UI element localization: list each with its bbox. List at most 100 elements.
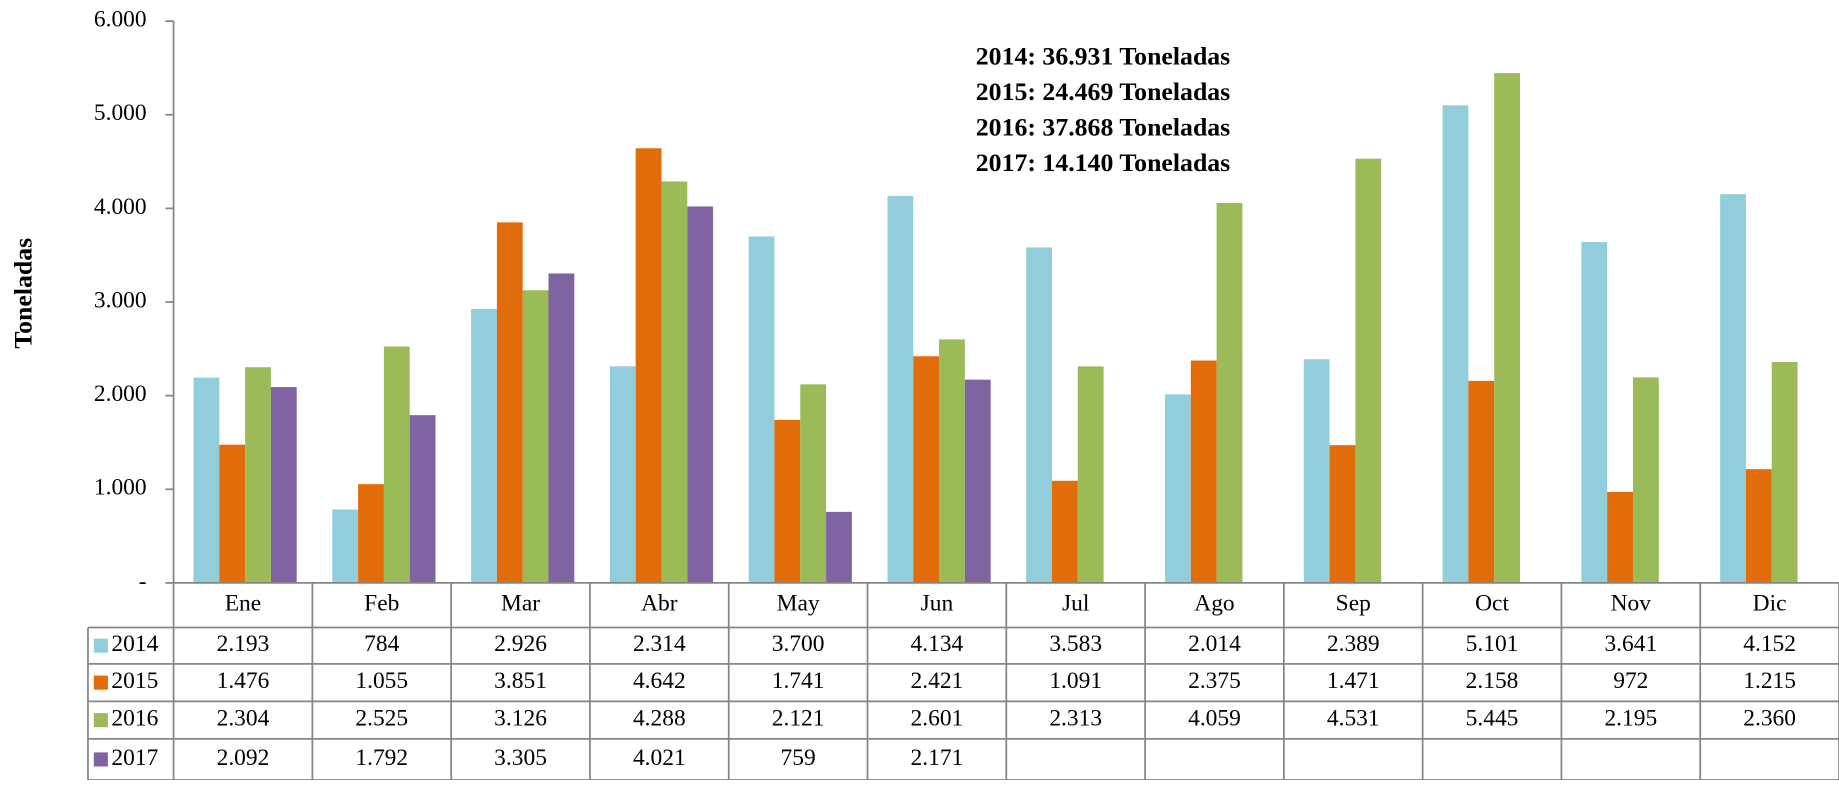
bar <box>1165 394 1191 583</box>
table-value: 2.121 <box>772 706 825 732</box>
x-tick-label: Feb <box>364 591 399 617</box>
table-value: 1.215 <box>1743 668 1796 694</box>
bar <box>887 196 913 583</box>
bar <box>636 148 662 583</box>
bar <box>1581 242 1607 583</box>
y-tick-label: 6.000 <box>94 7 147 33</box>
legend-swatch <box>94 676 108 690</box>
table-value: 2.092 <box>217 745 270 771</box>
annotation: 2017: 14.140 Toneladas <box>976 148 1230 177</box>
table-value: 2.195 <box>1604 706 1657 732</box>
table-value: 3.583 <box>1049 631 1102 657</box>
bar <box>1078 366 1104 583</box>
table-value: 2.389 <box>1327 631 1380 657</box>
bar <box>1468 381 1494 583</box>
x-tick-label: Abr <box>641 591 678 617</box>
bar <box>1494 73 1520 583</box>
bar <box>1355 159 1381 583</box>
x-tick-label: Nov <box>1611 591 1652 617</box>
bar <box>1026 247 1052 582</box>
table-value: 2.421 <box>911 668 964 694</box>
chart: Toneladas -1.0002.0003.0004.0005.0006.00… <box>0 0 1839 780</box>
table-value: 4.059 <box>1188 706 1241 732</box>
bar <box>271 387 297 583</box>
bar <box>1191 361 1217 583</box>
bar <box>332 510 358 583</box>
legend-label: 2014 <box>111 631 158 657</box>
bar <box>1607 492 1633 583</box>
y-tick-label: 2.000 <box>94 381 147 407</box>
bar <box>523 290 549 583</box>
table-value: 2.926 <box>494 631 547 657</box>
bar <box>497 222 523 583</box>
table-value: 2.313 <box>1049 706 1102 732</box>
table-value: 3.126 <box>494 706 547 732</box>
bar <box>410 415 436 583</box>
x-tick-label: Dic <box>1753 591 1787 617</box>
table-value: 1.055 <box>355 668 408 694</box>
table-value: 3.305 <box>494 745 547 771</box>
table-value: 5.445 <box>1466 706 1519 732</box>
bar <box>939 339 965 583</box>
y-axis-label: Toneladas <box>9 238 38 349</box>
annotation: 2014: 36.931 Toneladas <box>976 42 1230 71</box>
bar <box>661 181 687 582</box>
table-value: 2.014 <box>1188 631 1241 657</box>
bar <box>749 236 775 582</box>
bar <box>913 356 939 583</box>
x-tick-label: Jun <box>921 591 954 617</box>
table-value: 2.525 <box>355 706 408 732</box>
table-value: 1.476 <box>217 668 270 694</box>
table-value: 1.091 <box>1049 668 1102 694</box>
table-value: 759 <box>781 745 816 771</box>
bar <box>826 512 852 583</box>
table-value: 784 <box>364 631 399 657</box>
table-value: 2.314 <box>633 631 686 657</box>
bar <box>965 380 991 583</box>
table-value: 2.375 <box>1188 668 1241 694</box>
bar <box>219 445 245 583</box>
bar <box>1746 469 1772 583</box>
table-value: 4.288 <box>633 706 686 732</box>
bar <box>1633 377 1659 583</box>
x-tick-label: Oct <box>1475 591 1509 617</box>
table-value: 2.360 <box>1743 706 1796 732</box>
bar <box>774 420 800 583</box>
x-tick-label: Sep <box>1336 591 1371 617</box>
y-tick-label: 4.000 <box>94 194 147 220</box>
bar <box>800 384 826 583</box>
bar <box>1443 105 1469 583</box>
table-value: 2.193 <box>217 631 270 657</box>
table-value: 1.792 <box>355 745 408 771</box>
bar <box>471 309 497 583</box>
y-tick-label: 1.000 <box>94 475 147 501</box>
bar <box>1330 445 1356 583</box>
bar <box>1217 203 1243 583</box>
table-value: 3.641 <box>1604 631 1657 657</box>
annotation: 2016: 37.868 Toneladas <box>976 113 1230 142</box>
bar <box>384 347 410 583</box>
table-value: 1.471 <box>1327 668 1380 694</box>
bar <box>1720 194 1746 583</box>
legend-label: 2017 <box>111 745 158 771</box>
table-value: 4.134 <box>911 631 964 657</box>
y-tick-label: - <box>139 568 147 594</box>
table-value: 4.152 <box>1743 631 1796 657</box>
bar <box>245 367 271 583</box>
legend-swatch <box>94 752 108 766</box>
table-value: 2.601 <box>911 706 964 732</box>
table-value: 3.851 <box>494 668 547 694</box>
legend-swatch <box>94 639 108 653</box>
table-value: 1.741 <box>772 668 825 694</box>
table-value: 3.700 <box>772 631 825 657</box>
table-value: 2.171 <box>911 745 964 771</box>
bar <box>610 366 636 583</box>
y-tick-label: 5.000 <box>94 100 147 126</box>
table-value: 4.021 <box>633 745 686 771</box>
table-value: 972 <box>1613 668 1648 694</box>
legend-label: 2016 <box>111 706 158 732</box>
bar <box>1772 362 1798 583</box>
x-tick-label: Jul <box>1062 591 1090 617</box>
annotation: 2015: 24.469 Toneladas <box>976 77 1230 106</box>
legend-swatch <box>94 713 108 727</box>
